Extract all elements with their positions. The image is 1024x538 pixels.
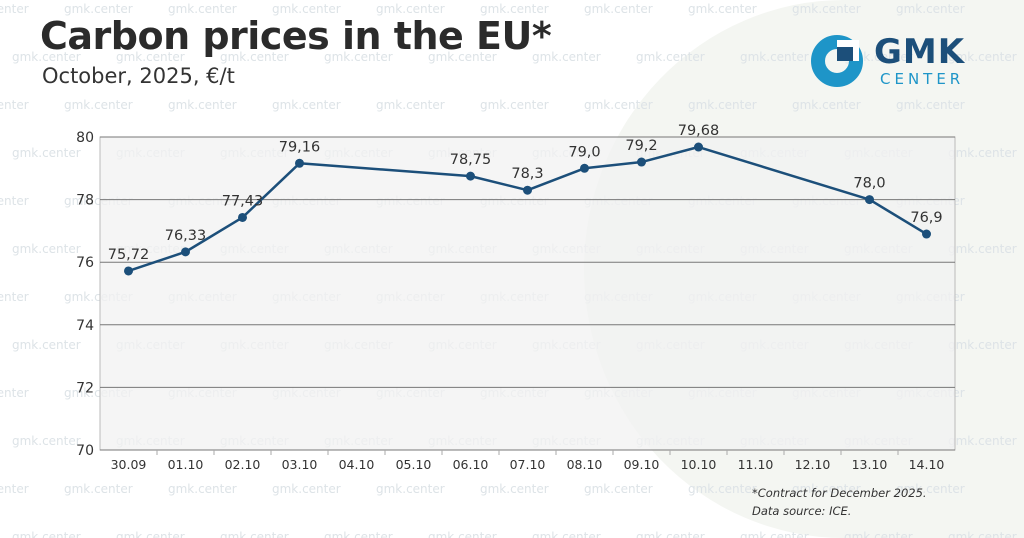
data-label: 78,3 — [511, 166, 543, 182]
x-tick-label: 05.10 — [396, 457, 432, 472]
data-point — [580, 163, 589, 173]
y-tick-label: 80 — [76, 130, 94, 146]
x-tick-label: 07.10 — [510, 457, 546, 472]
footnote-contract: *Contract for December 2025. — [752, 486, 927, 500]
x-tick-label: 14.10 — [909, 457, 945, 472]
data-label: 79,16 — [279, 139, 321, 155]
data-label: 75,72 — [108, 247, 150, 263]
data-point — [181, 247, 190, 257]
page-title: Carbon prices in the EU* — [40, 14, 552, 58]
y-tick-label: 70 — [76, 443, 94, 459]
x-tick-label: 02.10 — [225, 457, 261, 472]
y-tick-label: 72 — [76, 380, 94, 396]
plot-area — [99, 136, 956, 451]
x-tick-label: 01.10 — [168, 457, 204, 472]
data-label: 79,0 — [568, 144, 600, 160]
data-point — [523, 185, 532, 195]
data-label: 76,9 — [910, 210, 942, 226]
y-tick-label: 76 — [76, 255, 94, 271]
x-tick-label: 04.10 — [339, 457, 375, 472]
data-label: 79,68 — [678, 123, 720, 139]
data-point — [295, 158, 304, 168]
x-tick-label: 13.10 — [852, 457, 888, 472]
data-point — [238, 212, 247, 222]
data-label: 78,0 — [853, 176, 885, 192]
gmk-center-logo: GMK CENTER — [810, 32, 990, 94]
data-point — [865, 195, 874, 205]
x-tick-label: 11.10 — [738, 457, 774, 472]
page-subtitle: October, 2025, €/t — [42, 64, 235, 88]
data-point — [922, 229, 931, 239]
x-tick-label: 10.10 — [681, 457, 717, 472]
x-tick-label: 08.10 — [567, 457, 603, 472]
data-label: 79,2 — [625, 138, 657, 154]
x-tick-label: 06.10 — [453, 457, 489, 472]
data-point — [694, 142, 703, 152]
x-tick-label: 30.09 — [111, 457, 147, 472]
logo-tagline: CENTER — [880, 70, 965, 88]
logo-name: GMK — [874, 32, 966, 72]
y-tick-label: 74 — [76, 318, 94, 334]
data-point — [124, 266, 133, 276]
y-tick-label: 78 — [76, 193, 94, 209]
data-label: 77,43 — [222, 193, 264, 209]
data-point — [466, 171, 475, 181]
x-tick-label: 09.10 — [624, 457, 660, 472]
footnote: *Contract for December 2025. Data source… — [752, 484, 927, 520]
gmk-ring-icon — [811, 35, 863, 87]
data-point — [637, 157, 646, 167]
x-tick-label: 03.10 — [282, 457, 318, 472]
data-label: 78,75 — [450, 152, 492, 168]
x-tick-label: 12.10 — [795, 457, 831, 472]
data-label: 76,33 — [165, 228, 207, 244]
footnote-source: Data source: ICE. — [752, 504, 852, 518]
